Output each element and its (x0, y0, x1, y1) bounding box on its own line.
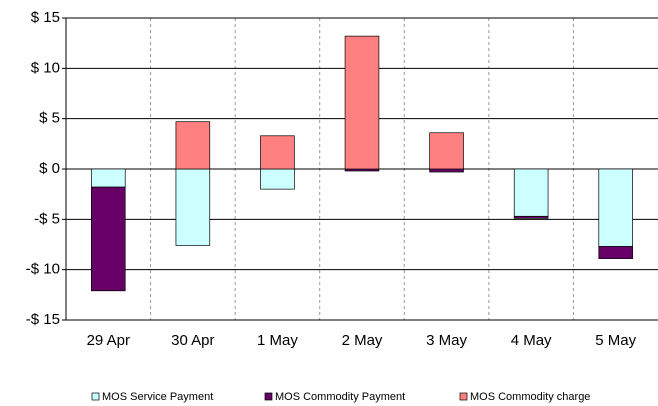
bar (91, 168, 126, 188)
bar (513, 168, 549, 217)
bar (91, 186, 126, 292)
y-tick-label: -$ 10 (26, 261, 60, 278)
bar (598, 246, 633, 259)
legend-swatch (264, 392, 273, 401)
y-tick-label: $ 0 (39, 160, 60, 177)
x-tick-label: 1 May (257, 332, 298, 349)
x-tick-label: 3 May (426, 332, 467, 349)
bar (260, 135, 295, 170)
x-tick-label: 4 May (511, 332, 552, 349)
bar (513, 215, 549, 219)
legend-label: MOS Service Payment (102, 391, 213, 403)
x-tick-label: 5 May (595, 332, 636, 349)
legend-label: MOS Commodity Payment (275, 391, 405, 403)
bar (598, 168, 633, 247)
bar (175, 168, 211, 246)
bar (429, 132, 464, 170)
bar (429, 168, 464, 173)
bar (344, 35, 380, 170)
legend-swatch (91, 392, 100, 401)
bar (175, 121, 211, 170)
x-tick-label: 30 Apr (171, 332, 214, 349)
y-tick-label: $ 5 (39, 110, 60, 127)
y-tick-label: -$ 5 (34, 210, 60, 227)
x-tick-label: 29 Apr (87, 332, 130, 349)
legend-swatch (459, 392, 468, 401)
y-tick-label: -$ 15 (26, 311, 60, 328)
legend-label: MOS Commodity charge (470, 391, 590, 403)
y-tick-label: $ 15 (31, 9, 60, 26)
x-tick-label: 2 May (342, 332, 383, 349)
y-tick-label: $ 10 (31, 59, 60, 76)
bar (260, 168, 295, 190)
